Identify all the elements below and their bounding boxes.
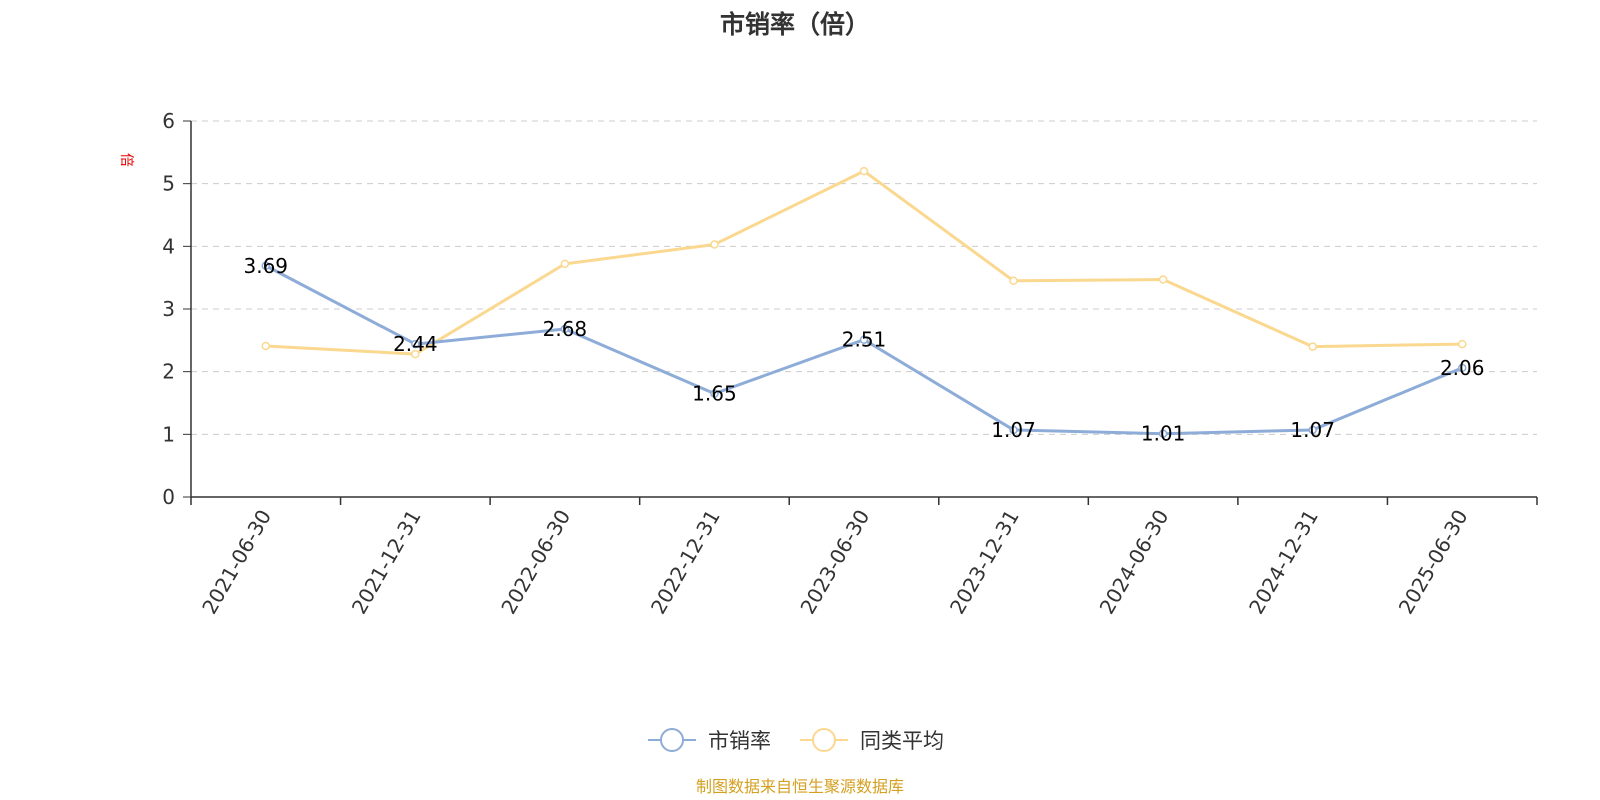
data-point[interactable] bbox=[261, 261, 271, 271]
data-source-note: 制图数据来自恒生聚源数据库 bbox=[696, 777, 904, 796]
data-label: 2.68 bbox=[543, 317, 588, 341]
series-ps bbox=[261, 261, 1467, 438]
grid-lines bbox=[191, 120, 1537, 435]
data-point[interactable] bbox=[1009, 276, 1018, 286]
x-tick-label: 2022-06-30 bbox=[496, 506, 575, 619]
data-point[interactable] bbox=[261, 341, 271, 351]
x-tick-label: 2021-12-31 bbox=[347, 506, 426, 619]
data-point[interactable] bbox=[411, 339, 420, 349]
data-point[interactable] bbox=[560, 324, 570, 334]
data-point[interactable] bbox=[1158, 429, 1168, 438]
x-tick-label: 2023-06-30 bbox=[795, 506, 874, 619]
data-labels: 3.69 2.44 2.68 1.65 2.51 1.07 1.01 1.07 2.06 bbox=[244, 254, 1485, 446]
y-tick-label: 3 bbox=[162, 297, 175, 321]
data-label: 3.69 bbox=[244, 254, 289, 278]
data-point[interactable] bbox=[1158, 275, 1168, 284]
data-point[interactable] bbox=[1308, 342, 1317, 351]
chart-title: 市销率（倍） bbox=[720, 10, 870, 39]
legend-marker-ps[interactable] bbox=[660, 728, 684, 752]
y-tick-label: 0 bbox=[162, 485, 175, 509]
legend-marker-avg[interactable] bbox=[812, 728, 836, 752]
y-tick-label: 1 bbox=[162, 422, 175, 446]
data-point[interactable] bbox=[1457, 339, 1467, 349]
data-point[interactable] bbox=[1009, 425, 1018, 435]
data-label: 1.07 bbox=[991, 418, 1036, 442]
data-label: 1.01 bbox=[1141, 422, 1186, 446]
data-label: 2.06 bbox=[1440, 356, 1485, 380]
data-point[interactable] bbox=[411, 349, 420, 359]
series-line bbox=[265, 169, 1463, 356]
data-point[interactable] bbox=[1308, 425, 1317, 435]
legend-label-avg[interactable]: 同类平均 bbox=[860, 729, 944, 753]
data-point[interactable] bbox=[710, 240, 719, 249]
x-tick-label: 2021-06-30 bbox=[197, 506, 276, 619]
data-label: 2.44 bbox=[393, 332, 438, 356]
data-label: 2.51 bbox=[842, 328, 887, 352]
y-tick-label: 5 bbox=[162, 172, 175, 196]
y-tick-label: 6 bbox=[162, 109, 175, 133]
series-avg bbox=[261, 166, 1467, 359]
y-axis-unit-label: 倍 bbox=[118, 153, 134, 167]
series bbox=[261, 166, 1467, 438]
data-point[interactable] bbox=[859, 335, 869, 344]
y-tick-label: 2 bbox=[162, 360, 175, 384]
axes: 0 1 2 3 4 5 6 2021-06-30 2021-12-31 2022-06-30 202… bbox=[162, 109, 1538, 619]
data-label: 1.07 bbox=[1290, 418, 1335, 442]
data-point[interactable] bbox=[710, 389, 719, 398]
data-point[interactable] bbox=[560, 259, 570, 269]
x-tick-label: 2022-12-31 bbox=[646, 506, 725, 619]
legend: 市销率 同类平均 bbox=[648, 728, 944, 753]
data-label: 1.65 bbox=[692, 382, 737, 406]
data-point[interactable] bbox=[859, 166, 869, 176]
x-tick-label: 2025-06-30 bbox=[1394, 506, 1473, 619]
data-point[interactable] bbox=[1457, 363, 1467, 373]
x-tick-label: 2023-12-31 bbox=[945, 506, 1024, 619]
y-tick-label: 4 bbox=[162, 234, 175, 258]
x-tick-label: 2024-06-30 bbox=[1095, 506, 1174, 619]
legend-label-ps[interactable]: 市销率 bbox=[708, 729, 771, 753]
x-tick-label: 2024-12-31 bbox=[1244, 506, 1323, 619]
